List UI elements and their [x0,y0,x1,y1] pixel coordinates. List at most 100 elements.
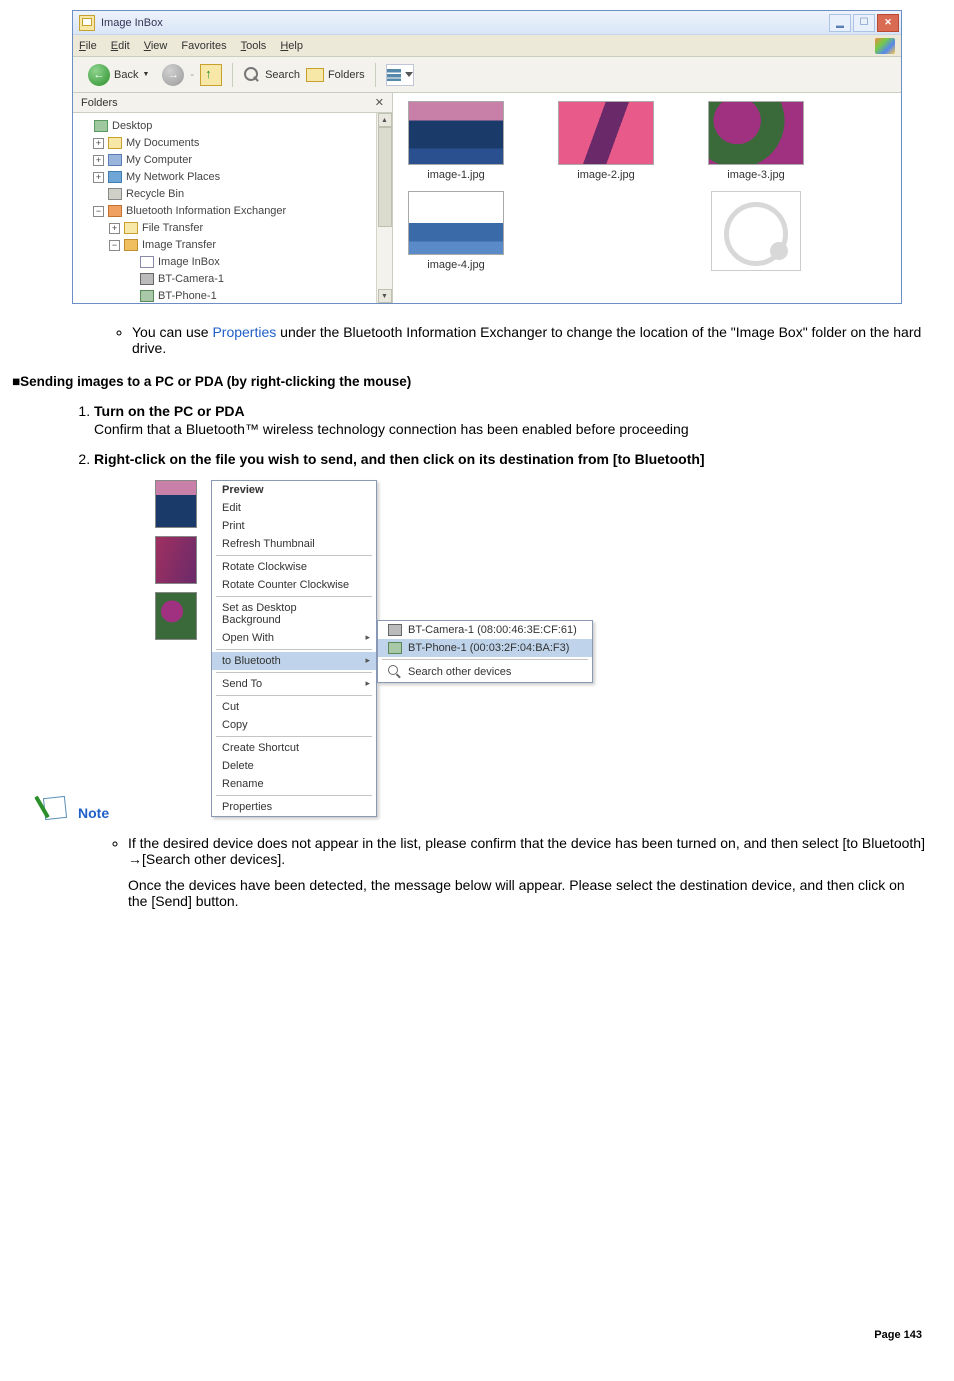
tree-scrollbar[interactable] [376,113,392,303]
scroll-down-icon[interactable] [378,289,392,303]
folder-icon [306,68,324,82]
menu-view[interactable]: View [144,40,168,52]
ctx-print[interactable]: Print [212,517,376,535]
ctx-refresh[interactable]: Refresh Thumbnail [212,535,376,553]
ctx-copy[interactable]: Copy [212,716,376,734]
thumbnail-image [408,101,504,165]
step-title: Right-click on the file you wish to send… [94,451,942,467]
tree-inbox[interactable]: Image InBox [158,256,220,268]
up-button[interactable] [200,64,222,86]
ctx-open-with[interactable]: Open With [212,629,376,647]
search-icon [243,66,261,84]
folders-pane-title: Folders [81,97,118,109]
window-title: Image InBox [101,17,163,29]
windows-flag-icon [875,38,895,54]
menu-help[interactable]: Help [280,40,303,52]
ctx-rotate-ccw[interactable]: Rotate Counter Clockwise [212,576,376,594]
thumbnail-item[interactable]: image-3.jpg [701,101,811,181]
thumbnail-image [708,101,804,165]
thumbnail-item[interactable]: image-2.jpg [551,101,661,181]
ctx-shortcut[interactable]: Create Shortcut [212,739,376,757]
phone-icon [140,290,154,302]
thumbnail-item[interactable]: image-1.jpg [401,101,511,181]
folders-button[interactable]: Folders [306,68,365,82]
tree-bie[interactable]: Bluetooth Information Exchanger [126,205,286,217]
thumbnail-item[interactable]: image-4.jpg [401,191,511,271]
section-title: ■Sending images to a PC or PDA (by right… [12,374,942,389]
placeholder-image-icon [711,191,801,271]
tree-mydocs[interactable]: My Documents [126,137,199,149]
forward-button[interactable]: → [162,64,184,86]
network-icon [108,171,122,183]
menu-tools[interactable]: Tools [241,40,267,52]
maximize-button[interactable] [853,14,875,32]
folder-icon [108,137,122,149]
search-button[interactable]: Search [243,66,300,84]
views-button[interactable] [386,64,414,86]
thumbnail-label: image-3.jpg [727,169,784,181]
tree-recycle[interactable]: Recycle Bin [126,188,184,200]
ctx-properties[interactable]: Properties [212,798,376,816]
ctx-edit[interactable]: Edit [212,499,376,517]
page-footer: Page 143 [12,1329,942,1341]
folders-close-icon[interactable]: ✕ [375,96,384,109]
note-item: If the desired device does not appear in… [128,835,926,909]
ctx-delete[interactable]: Delete [212,757,376,775]
ctx-preview[interactable]: Preview [212,481,376,499]
back-button[interactable]: ← Back ▼ [81,61,156,89]
tree-btphone[interactable]: BT-Phone-1 [158,290,217,302]
ctx-set-bg[interactable]: Set as Desktop Background [212,599,376,629]
submenu-bt-camera[interactable]: BT-Camera-1 (08:00:46:3E:CF:61) [378,621,592,639]
desktop-icon [94,120,108,132]
explorer-window: Image InBox File Edit View Favorites Too… [72,10,902,304]
recycle-icon [108,188,122,200]
thumbnail-item[interactable] [701,191,811,271]
ctx-rotate-cw[interactable]: Rotate Clockwise [212,558,376,576]
minimize-button[interactable] [829,14,851,32]
search-icon [388,665,402,679]
thumbnail-label: image-1.jpg [427,169,484,181]
note-icon [40,795,68,821]
content-pane: image-1.jpg image-2.jpg image-3.jpg imag… [393,93,901,303]
toolbar: ← Back ▼ → - Search Folders [73,57,901,93]
bluetooth-icon [108,205,122,217]
context-menu-screenshot: Preview Edit Print Refresh Thumbnail Rot… [154,475,674,775]
tree-mynet[interactable]: My Network Places [126,171,220,183]
submenu-bt-phone[interactable]: BT-Phone-1 (00:03:2F:04:BA:F3) [378,639,592,657]
ctx-send-to[interactable]: Send To [212,675,376,693]
step-title: Turn on the PC or PDA [94,403,942,419]
window-icon [79,15,95,31]
scroll-thumb[interactable] [378,127,392,227]
menu-edit[interactable]: Edit [111,40,130,52]
image-transfer-icon [124,239,138,251]
doc-bullet: You can use Properties under the Bluetoo… [132,324,942,356]
scroll-up-icon[interactable] [378,113,392,127]
thumbnail-label: image-4.jpg [427,259,484,271]
menu-favorites[interactable]: Favorites [181,40,226,52]
step-body: Confirm that a Bluetooth™ wireless techn… [94,421,942,437]
ctx-rename[interactable]: Rename [212,775,376,793]
ctx-to-bluetooth[interactable]: to Bluetooth [212,652,376,670]
tree-desktop[interactable]: Desktop [112,120,152,132]
tree-filetr[interactable]: File Transfer [142,222,203,234]
inbox-icon [140,256,154,268]
thumbnail-label: image-2.jpg [577,169,634,181]
menu-file[interactable]: File [79,40,97,52]
tree-mycomp[interactable]: My Computer [126,154,192,166]
tree-btcam[interactable]: BT-Camera-1 [158,273,224,285]
step-1: Turn on the PC or PDA Confirm that a Blu… [94,403,942,437]
submenu-search-devices[interactable]: Search other devices [378,662,592,682]
ctx-cut[interactable]: Cut [212,698,376,716]
mini-thumbnail [155,536,197,584]
context-menu: Preview Edit Print Refresh Thumbnail Rot… [211,480,377,817]
note-paragraph: Once the devices have been detected, the… [128,877,926,909]
properties-link: Properties [212,324,276,340]
note-label: Note [78,805,109,821]
folder-tree: Desktop +My Documents +My Computer +My N… [73,113,392,303]
mycomputer-icon [108,154,122,166]
phone-icon [388,642,402,654]
thumbnail-image [558,101,654,165]
folder-icon [124,222,138,234]
close-button[interactable] [877,14,899,32]
tree-imgtr[interactable]: Image Transfer [142,239,216,251]
